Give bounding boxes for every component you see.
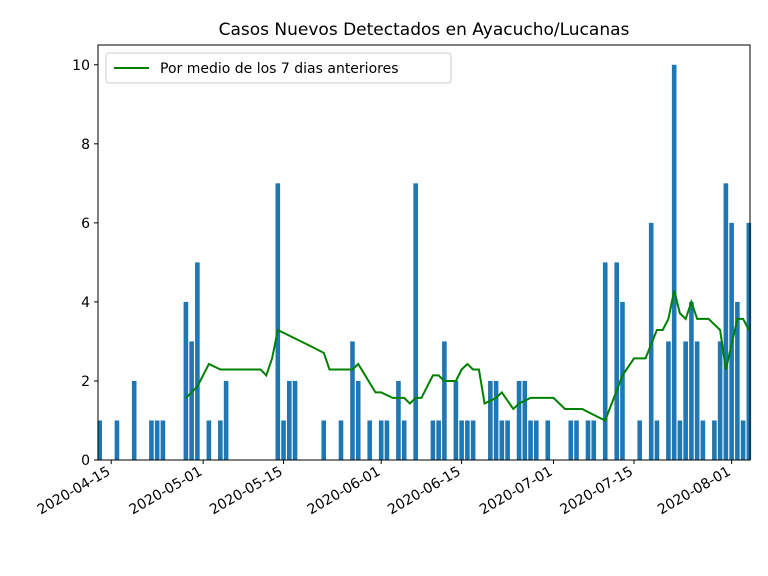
y-axis: 0 2 4 6 8 10 xyxy=(72,58,98,469)
bar xyxy=(694,341,700,460)
x-tick-label: 2020-07-01 xyxy=(477,464,555,519)
plot-frame xyxy=(97,44,751,461)
bar-series xyxy=(97,64,752,461)
bar xyxy=(516,380,522,460)
bar xyxy=(160,420,166,460)
y-tick-label: 0 xyxy=(81,453,90,469)
bar xyxy=(465,420,470,460)
bar xyxy=(723,183,729,461)
bar xyxy=(568,420,574,460)
bar xyxy=(654,420,660,460)
bar xyxy=(396,380,401,460)
bar xyxy=(367,420,373,460)
bar xyxy=(223,380,229,460)
bar xyxy=(545,420,551,460)
x-tick-label: 2020-04-15 xyxy=(35,464,113,519)
bar xyxy=(522,380,528,460)
bar xyxy=(413,183,418,461)
bar xyxy=(378,420,384,460)
bar xyxy=(183,301,189,460)
bar xyxy=(700,420,706,460)
bar xyxy=(281,420,286,460)
bar xyxy=(689,301,694,460)
y-tick-label: 4 xyxy=(81,295,90,311)
bar xyxy=(493,380,499,460)
bar xyxy=(746,222,752,460)
bar xyxy=(114,420,120,460)
x-tick-label: 2020-08-01 xyxy=(655,464,733,519)
bar xyxy=(602,262,608,460)
line-series xyxy=(185,290,750,422)
bar xyxy=(648,222,654,460)
bar xyxy=(620,301,625,460)
x-tick-label: 2020-06-15 xyxy=(385,464,463,519)
bar xyxy=(683,341,688,460)
legend-label: Por medio de los 7 dias anteriores xyxy=(160,61,399,77)
y-tick-label: 10 xyxy=(72,58,90,74)
bar xyxy=(459,420,464,460)
bar xyxy=(97,420,103,460)
bar xyxy=(505,420,510,460)
x-tick-label: 2020-05-01 xyxy=(127,464,205,519)
y-tick-label: 2 xyxy=(81,374,90,390)
bar xyxy=(671,64,677,460)
legend-box xyxy=(105,52,452,84)
bar xyxy=(350,341,355,460)
bar xyxy=(677,420,683,460)
chart-title: Casos Nuevos Detectados en Ayacucho/Luca… xyxy=(219,20,630,40)
bar xyxy=(154,420,160,460)
bar xyxy=(591,420,597,460)
bar xyxy=(735,301,740,460)
bar xyxy=(528,420,533,460)
bar xyxy=(585,420,591,460)
bar xyxy=(401,420,407,460)
bar xyxy=(149,420,154,460)
bar xyxy=(321,420,327,460)
bar xyxy=(355,380,361,460)
x-tick-label: 2020-07-15 xyxy=(557,464,635,519)
bar xyxy=(442,341,447,460)
bar xyxy=(499,420,505,460)
bar xyxy=(338,420,344,460)
bar xyxy=(436,420,441,460)
bar xyxy=(292,380,298,460)
bar xyxy=(286,380,292,460)
bar xyxy=(384,420,390,460)
x-tick-label: 2020-06-01 xyxy=(305,464,383,519)
bar xyxy=(131,380,137,460)
y-tick-label: 6 xyxy=(81,216,90,232)
bar xyxy=(195,262,200,460)
bar xyxy=(712,420,717,460)
bar xyxy=(637,420,643,460)
bar xyxy=(430,420,436,460)
bar xyxy=(470,420,476,460)
legend: Por medio de los 7 dias anteriores xyxy=(105,52,452,84)
bar xyxy=(740,420,746,460)
bar xyxy=(206,420,212,460)
bar xyxy=(218,420,223,460)
x-axis: 2020-04-15 2020-05-01 2020-05-15 2020-06-01… xyxy=(35,460,734,518)
y-tick-label: 8 xyxy=(81,137,90,153)
x-tick-label: 2020-05-15 xyxy=(207,464,285,519)
bar xyxy=(488,380,493,460)
bar xyxy=(717,341,723,460)
bar xyxy=(666,341,671,460)
bar xyxy=(189,341,194,460)
bar xyxy=(614,262,620,460)
bar xyxy=(275,183,281,461)
bar xyxy=(534,420,539,460)
moving-average-line xyxy=(185,290,750,422)
bar xyxy=(453,380,459,460)
bar xyxy=(574,420,579,460)
